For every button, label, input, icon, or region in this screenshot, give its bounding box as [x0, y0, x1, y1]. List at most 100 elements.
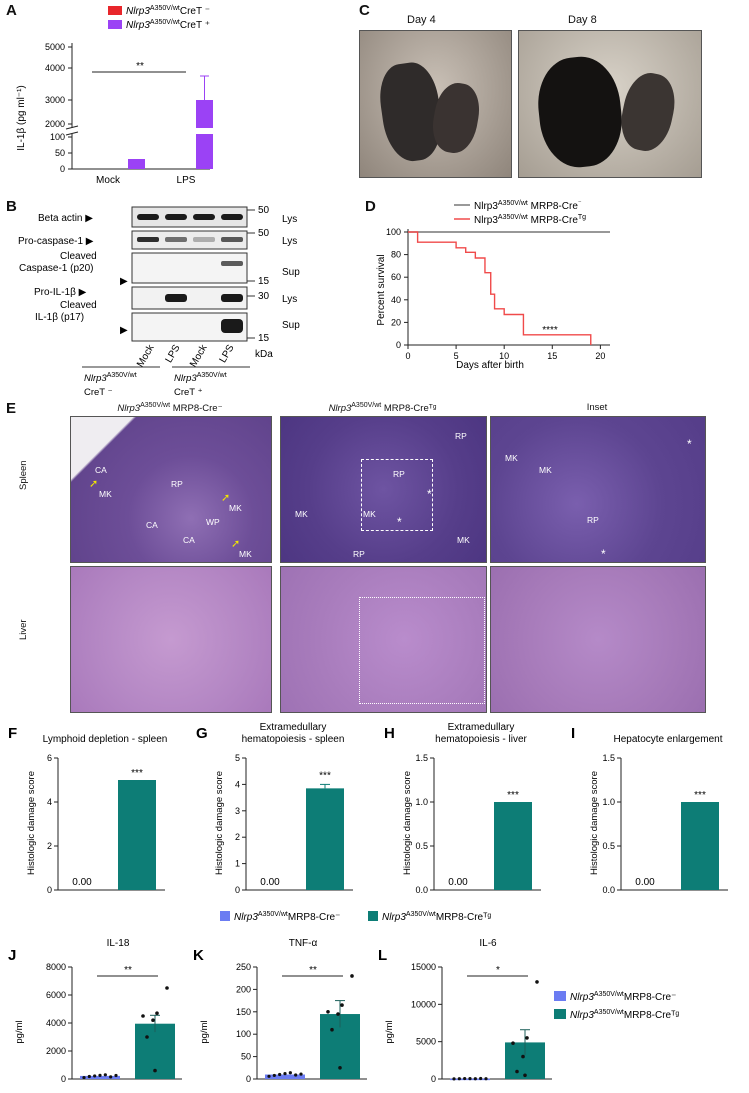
tick-label: 150	[236, 1007, 251, 1017]
tick-label-d-x: 0	[405, 351, 410, 361]
panel-d-ylabel: Percent survival	[376, 254, 387, 325]
bar-ylabel: Histologic damage score	[402, 771, 413, 875]
tick-label: 15000	[411, 962, 436, 972]
zero-label: 0.00	[260, 877, 280, 888]
tick-label: 0	[235, 885, 240, 895]
blot-mw: 50 50 15 30 15	[247, 205, 270, 344]
point-ctrl	[272, 1073, 276, 1078]
pup-wt-day8	[533, 53, 627, 171]
point-tg	[153, 1068, 157, 1073]
panel-letter-h: H	[384, 725, 395, 742]
point-ctrl	[278, 1072, 282, 1077]
panel-letter-l: L	[378, 947, 387, 964]
point-tg	[145, 1035, 149, 1039]
e-col-title-1: Nlrp3A350V/wt MRP8-Cre⁻	[117, 402, 223, 415]
bar-ylabel: Histologic damage score	[26, 771, 37, 875]
annot-mk-8: MK	[539, 465, 552, 475]
tick-label-d-x: 15	[547, 351, 557, 361]
svg-text:Cleaved: Cleaved	[60, 251, 97, 262]
cytokine-panel-l: L IL-6 pg/ml 0 5000 10000 15000 *	[378, 938, 552, 1084]
histo-spleen-inset: MK MK RP * *	[490, 416, 706, 563]
annot-star-4: *	[601, 547, 606, 561]
tick-label-a-lower: 50	[55, 148, 65, 158]
significance: ***	[131, 768, 143, 779]
point-ctrl	[93, 1074, 97, 1078]
tick-label: 6	[47, 753, 52, 763]
bar-a-lps-tg-upper	[196, 100, 213, 128]
panel-letter-j: J	[8, 947, 16, 964]
tick-label: 0	[431, 1074, 436, 1084]
blot-strip-proil	[131, 286, 248, 310]
point-ctrl	[288, 1071, 292, 1075]
svg-text:Cleaved: Cleaved	[60, 300, 97, 311]
photo-title-day4: Day 4	[407, 14, 436, 26]
legend-right-1: Nlrp3A350V/wtMRP8-Cre⁻	[570, 991, 676, 1003]
tick-label: 0	[61, 1074, 66, 1084]
cytokine-ylabel: pg/ml	[384, 1020, 395, 1043]
tick-label: 100	[236, 1029, 251, 1039]
legend-right: Nlrp3A350V/wtMRP8-Cre⁻ Nlrp3A350V/wtMRP8…	[554, 991, 679, 1021]
pup-tg-day8	[615, 68, 681, 156]
svg-text:Pro-IL-1β ▶: Pro-IL-1β ▶	[34, 287, 87, 298]
panel-letter-g: G	[196, 725, 208, 742]
bar-ylabel: Histologic damage score	[214, 771, 225, 875]
bar-title-line1: Extramedullary	[260, 722, 327, 733]
legend-mid-2: Nlrp3A350V/wtMRP8-Creᵀᵍ	[382, 911, 491, 923]
bar-title-line2: hematopoiesis - spleen	[242, 734, 345, 745]
panel-letter-a: A	[6, 2, 17, 19]
tick-label: 0.5	[415, 841, 428, 851]
arrow-icon: ➚	[221, 492, 231, 504]
point-tg	[340, 1003, 344, 1007]
panel-letter-k: K	[193, 947, 204, 964]
point-ctrl	[103, 1073, 107, 1077]
annot-ca-1: CA	[95, 465, 107, 475]
point-ctrl	[114, 1073, 118, 1078]
histo-spleen-ctrl: CA CA CA MK MK MK RP WP ➚ ➚ ➚	[70, 416, 272, 563]
panel-letter-e: E	[6, 400, 17, 417]
annot-ca-2: CA	[146, 520, 158, 530]
point-tg	[525, 1036, 529, 1040]
blot-group-1: Nlrp3A350V/wt	[84, 372, 137, 384]
bar-title-line2: Hepatocyte enlargement	[614, 734, 723, 745]
svg-text:50: 50	[258, 205, 270, 216]
point-ctrl	[299, 1072, 303, 1076]
bar-title-line2: hematopoiesis - liver	[435, 734, 527, 745]
panel-letter-f: F	[8, 725, 17, 742]
point-ctrl	[87, 1074, 91, 1079]
cytokine-panel-k: K TNF-α pg/ml 0 50 100 150 200 250 **	[193, 938, 367, 1084]
cytokine-title: TNF-α	[289, 938, 318, 949]
point-tg	[330, 1027, 334, 1032]
legend-swatch-teal-r	[554, 1009, 566, 1019]
svg-text:Beta actin ▶: Beta actin ▶	[38, 213, 93, 224]
tick-label-a-lower: 0	[60, 164, 65, 174]
bar-ctrl	[265, 1074, 305, 1079]
tick-label: 1.0	[415, 797, 428, 807]
point-tg	[350, 974, 354, 978]
tick-label: 8000	[46, 962, 66, 972]
histo-liver-tg	[280, 566, 487, 713]
blot-strip-procasp	[131, 230, 248, 250]
e-row-spleen: Spleen	[18, 460, 29, 490]
annot-mk-4: MK	[295, 509, 308, 519]
cytokine-title: IL-6	[479, 938, 497, 949]
blot-strip-p17	[131, 312, 248, 342]
tick-label-d-y: 0	[396, 340, 401, 350]
inset-box-liver	[359, 597, 485, 704]
legend-middle: Nlrp3A350V/wtMRP8-Cre⁻ Nlrp3A350V/wtMRP8…	[220, 911, 491, 923]
tick-label: 1.5	[415, 753, 428, 763]
tick-label: 1.5	[602, 753, 615, 763]
tick-label-d-y: 80	[391, 250, 401, 260]
blot-kda: kDa	[255, 349, 273, 360]
tick-label: 3	[235, 806, 240, 816]
cytokine-title: IL-18	[107, 938, 130, 949]
point-ctrl	[452, 1077, 456, 1081]
inset-box	[361, 459, 433, 531]
point-ctrl	[473, 1077, 477, 1081]
point-tg	[155, 1011, 159, 1015]
bar-ylabel: Histologic damage score	[589, 771, 600, 875]
legend-a-1: Nlrp3A350V/wtCreT ⁻	[126, 5, 210, 17]
svg-text:▶: ▶	[120, 276, 128, 287]
tick-label: 2	[47, 841, 52, 851]
tick-label: 1.0	[602, 797, 615, 807]
blot-strip-actin	[131, 206, 248, 228]
